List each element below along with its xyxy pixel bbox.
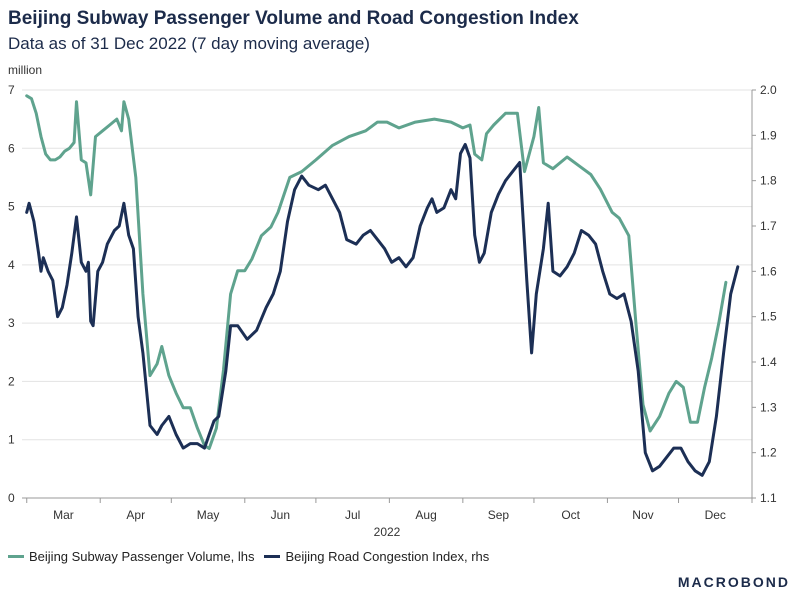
y-left-tick-label: 7	[8, 83, 15, 97]
y-left-tick-label: 6	[8, 141, 15, 155]
legend-label-congestion: Beijing Road Congestion Index, rhs	[285, 549, 490, 564]
y-right-tick-label: 1.6	[760, 264, 777, 278]
x-tick-label: May	[197, 508, 220, 522]
y-left-tick-label: 5	[8, 200, 15, 214]
y-right-tick-label: 1.2	[760, 446, 777, 460]
legend-swatch-congestion	[264, 555, 281, 558]
y-right-tick-label: 1.1	[760, 491, 777, 505]
y-left-tick-label: 0	[8, 491, 15, 505]
x-tick-label: Mar	[53, 508, 74, 522]
x-tick-label: Aug	[415, 508, 436, 522]
x-tick-label: Jul	[345, 508, 360, 522]
chart-title: Beijing Subway Passenger Volume and Road…	[8, 8, 579, 29]
legend: Beijing Subway Passenger Volume, lhs Bei…	[8, 549, 499, 564]
macrobond-logo: MACROBOND	[677, 574, 790, 590]
y-right-tick-label: 1.8	[760, 174, 777, 188]
y-right-tick-label: 1.3	[760, 400, 777, 414]
legend-label-subway: Beijing Subway Passenger Volume, lhs	[29, 549, 255, 564]
x-tick-label: Dec	[705, 508, 726, 522]
x-tick-label: Jun	[271, 508, 290, 522]
series-line-subway-volume	[25, 94, 728, 450]
y-right-tick-label: 1.5	[760, 310, 777, 324]
y-right-tick-label: 1.7	[760, 219, 777, 233]
y-right-tick-label: 2.0	[760, 83, 777, 97]
x-tick-label: Oct	[561, 508, 580, 522]
y-left-tick-label: 2	[8, 374, 15, 388]
y-right-tick-label: 1.4	[760, 355, 777, 369]
x-tick-label: Nov	[632, 508, 653, 522]
y-left-tick-label: 4	[8, 258, 15, 272]
x-tick-label: Apr	[126, 508, 145, 522]
left-axis-unit-label: million	[8, 63, 43, 77]
x-axis-label: 2022	[374, 525, 401, 539]
series-line-road-congestion	[25, 142, 740, 477]
legend-item-congestion: Beijing Road Congestion Index, rhs	[264, 549, 489, 564]
y-left-tick-label: 3	[8, 316, 15, 330]
y-left-tick-label: 1	[8, 433, 15, 447]
x-tick-label: Sep	[488, 508, 510, 522]
chart-subtitle: Data as of 31 Dec 2022 (7 day moving ave…	[8, 34, 370, 53]
legend-item-subway: Beijing Subway Passenger Volume, lhs	[8, 549, 254, 564]
y-right-tick-label: 1.9	[760, 128, 777, 142]
legend-swatch-subway	[8, 555, 24, 558]
